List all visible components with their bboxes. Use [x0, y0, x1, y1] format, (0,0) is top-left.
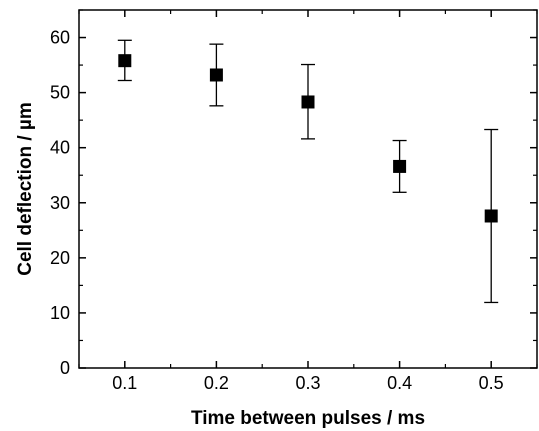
data-point — [301, 63, 315, 140]
square-marker — [209, 68, 223, 82]
y-tick-label: 0 — [60, 358, 70, 378]
data-point — [392, 139, 407, 193]
y-tick-label: 20 — [50, 248, 70, 268]
y-tick-label: 10 — [50, 303, 70, 323]
x-tick-label: 0.1 — [112, 373, 137, 393]
tick-labels: 0.1 0.2 0.3 0.4 0.5 0 10 20 30 40 50 60 — [50, 28, 504, 393]
square-marker — [301, 95, 315, 109]
y-axis-title: Cell deflection / µm — [15, 102, 36, 276]
data-point — [484, 128, 499, 304]
plot-frame — [78, 9, 538, 369]
y-tick-label: 40 — [50, 138, 70, 158]
square-marker — [118, 54, 132, 68]
y-tick-label: 30 — [50, 193, 70, 213]
x-tick-label: 0.3 — [295, 373, 320, 393]
x-tick-label: 0.5 — [479, 373, 504, 393]
axis-ticks — [78, 9, 538, 369]
x-tick-label: 0.2 — [204, 373, 229, 393]
data-point — [117, 39, 132, 82]
data-series — [117, 39, 499, 304]
x-axis-title: Time between pulses / ms — [191, 408, 425, 429]
square-marker — [484, 209, 498, 223]
y-tick-label: 50 — [50, 83, 70, 103]
y-tick-label: 60 — [50, 28, 70, 48]
square-marker — [393, 159, 407, 173]
x-tick-label: 0.4 — [387, 373, 412, 393]
data-point — [209, 43, 224, 107]
